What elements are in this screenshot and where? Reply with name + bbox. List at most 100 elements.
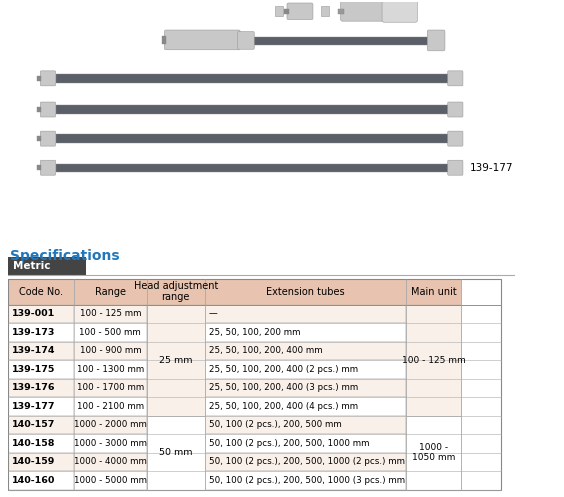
FancyBboxPatch shape [428,30,445,51]
Bar [147,323,205,341]
Text: Specifications: Specifications [11,248,120,262]
Text: 100 - 500 mm: 100 - 500 mm [80,328,141,337]
Bar [406,453,461,471]
Bar [406,471,461,490]
Bar [74,397,147,415]
Bar [8,415,74,434]
Text: 1000 -
1050 mm: 1000 - 1050 mm [412,443,455,462]
Text: 1000 - 3000 mm: 1000 - 3000 mm [74,439,147,448]
Bar [406,360,461,379]
Bar [8,278,74,305]
Bar [205,305,406,323]
Text: 139-173: 139-173 [11,328,55,337]
FancyBboxPatch shape [41,102,55,117]
Bar [147,453,205,471]
Text: 25, 50, 100, 200, 400 (2 pcs.) mm: 25, 50, 100, 200, 400 (2 pcs.) mm [209,365,358,374]
Text: Head adjustment
range: Head adjustment range [134,281,218,302]
Text: 139-174: 139-174 [11,346,55,355]
Text: 140-157: 140-157 [11,420,55,429]
Bar [205,379,406,397]
Text: 100 - 1700 mm: 100 - 1700 mm [77,383,144,392]
FancyBboxPatch shape [287,3,313,19]
Bar [406,415,461,490]
FancyBboxPatch shape [237,32,254,49]
Bar [8,323,74,341]
Bar [37,76,41,81]
Bar [37,136,41,141]
Bar [147,415,205,490]
Text: Metric: Metric [14,260,51,270]
Text: 25, 50, 100, 200, 400 (4 pcs.) mm: 25, 50, 100, 200, 400 (4 pcs.) mm [209,402,358,411]
Text: 139-001: 139-001 [11,309,55,318]
Bar [147,434,205,453]
Bar [74,278,147,305]
Bar [406,323,461,341]
Bar [8,379,74,397]
Bar [56,74,447,83]
Bar [205,278,406,305]
Text: 139-177: 139-177 [469,163,513,173]
Bar [147,360,205,379]
Bar [147,379,205,397]
Bar [74,415,147,434]
Text: 50, 100 (2 pcs.), 200, 500, 1000 (3 pcs.) mm: 50, 100 (2 pcs.), 200, 500, 1000 (3 pcs.… [209,476,405,485]
Bar [205,360,406,379]
Text: 140-160: 140-160 [11,476,55,485]
Text: Extension tubes: Extension tubes [266,287,345,297]
Text: 100 - 1300 mm: 100 - 1300 mm [77,365,144,374]
FancyBboxPatch shape [448,71,463,86]
Text: 100 - 125 mm: 100 - 125 mm [80,309,141,318]
Bar [74,323,147,341]
Bar [147,471,205,490]
Bar [8,360,74,379]
Bar [275,5,283,16]
FancyBboxPatch shape [41,131,55,146]
Text: 1000 - 5000 mm: 1000 - 5000 mm [74,476,147,485]
Bar [205,434,406,453]
Bar [37,107,41,112]
FancyBboxPatch shape [164,30,240,50]
Text: 139-177: 139-177 [11,402,55,411]
Text: 25, 50, 100, 200 mm: 25, 50, 100, 200 mm [209,328,301,337]
Bar [74,360,147,379]
Text: 100 - 900 mm: 100 - 900 mm [80,346,141,355]
Bar [406,415,461,434]
Bar [406,341,461,360]
Bar [406,305,461,415]
Bar [338,9,343,14]
Text: 140-159: 140-159 [11,457,55,466]
Bar [74,379,147,397]
Bar [74,453,147,471]
Bar [147,397,205,415]
Bar [205,397,406,415]
Text: 25, 50, 100, 200, 400 (3 pcs.) mm: 25, 50, 100, 200, 400 (3 pcs.) mm [209,383,358,392]
Text: Range: Range [95,287,126,297]
Bar [245,37,432,45]
Bar [406,379,461,397]
Text: 50, 100 (2 pcs.), 200, 500, 1000 mm: 50, 100 (2 pcs.), 200, 500, 1000 mm [209,439,369,448]
Text: 140-158: 140-158 [11,439,55,448]
Text: —: — [209,309,218,318]
FancyBboxPatch shape [341,1,396,21]
Bar [406,305,461,323]
Bar [406,397,461,415]
Text: Code No.: Code No. [19,287,63,297]
Text: 1000 - 2000 mm: 1000 - 2000 mm [74,420,147,429]
FancyBboxPatch shape [41,71,55,86]
Bar [205,323,406,341]
FancyBboxPatch shape [41,160,55,175]
Bar [56,164,447,172]
Bar [147,305,205,415]
Text: 50, 100 (2 pcs.), 200, 500 mm: 50, 100 (2 pcs.), 200, 500 mm [209,420,342,429]
Bar [8,256,86,274]
Bar [74,341,147,360]
Bar [8,341,74,360]
Text: 50 mm: 50 mm [159,448,192,457]
Bar [56,135,447,143]
Text: 50, 100 (2 pcs.), 200, 500, 1000 (2 pcs.) mm: 50, 100 (2 pcs.), 200, 500, 1000 (2 pcs.… [209,457,405,466]
Bar [205,471,406,490]
Text: 139-175: 139-175 [11,365,55,374]
Bar [205,341,406,360]
Bar [406,278,461,305]
FancyBboxPatch shape [382,0,417,22]
